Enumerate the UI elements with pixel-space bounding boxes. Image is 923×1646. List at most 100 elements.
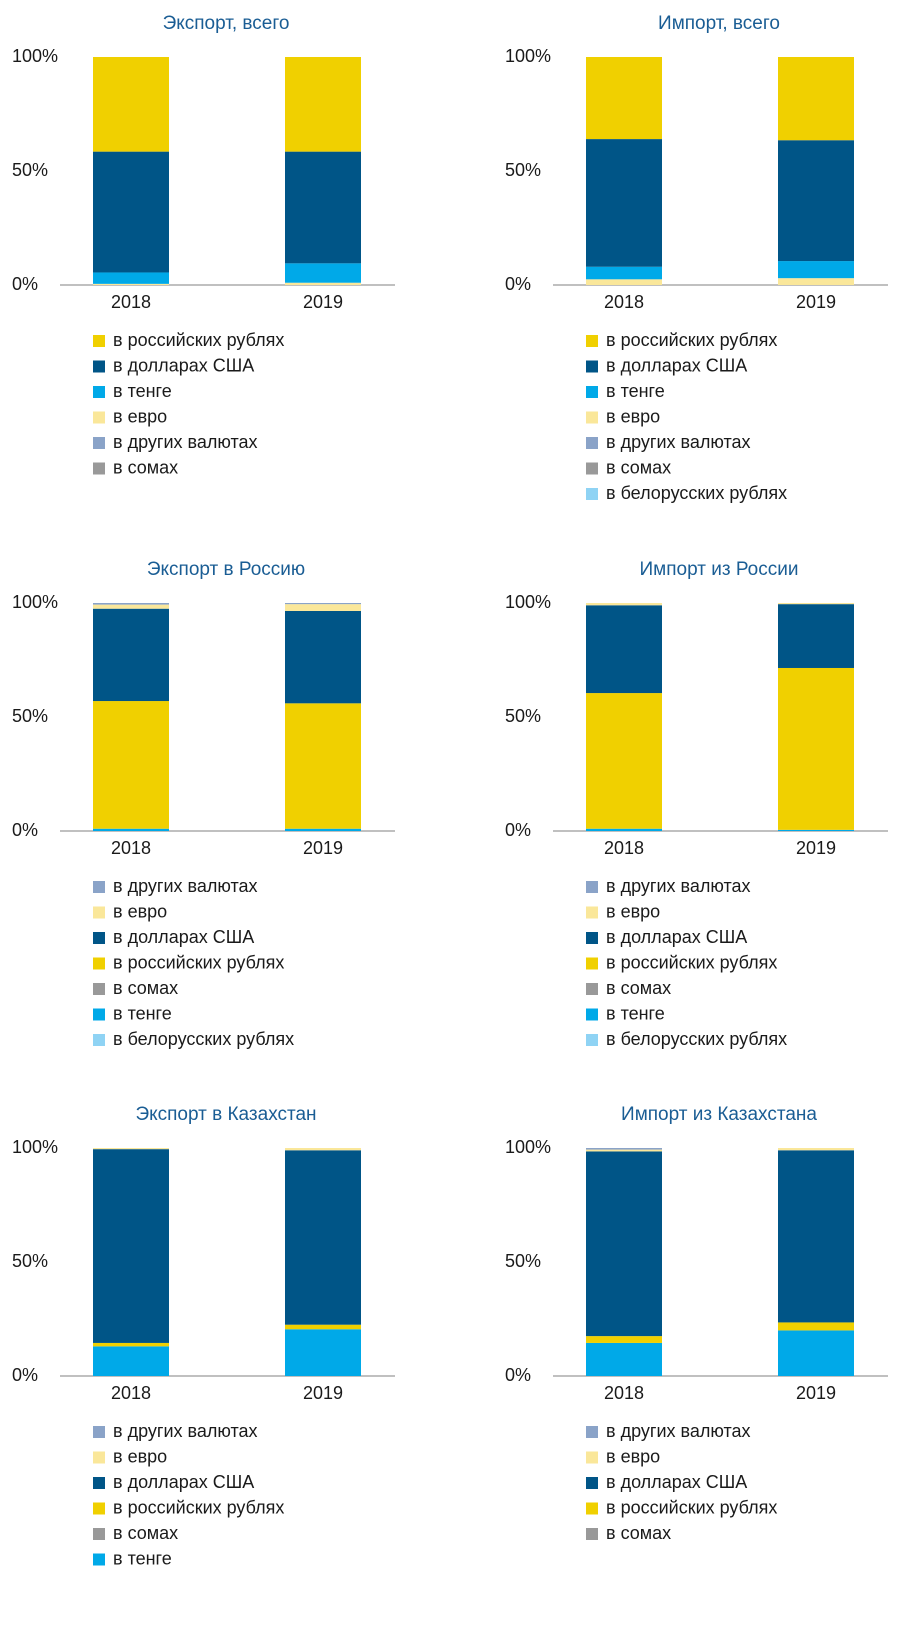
legend-label: в сомах [606, 1523, 671, 1543]
y-tick-label: 50% [12, 160, 48, 180]
legend-swatch [93, 1477, 105, 1489]
legend-swatch [586, 932, 598, 944]
legend-swatch [93, 386, 105, 398]
x-tick-label: 2018 [111, 292, 151, 312]
y-tick-label: 100% [505, 46, 551, 66]
legend-swatch [93, 462, 105, 475]
bar-segment [778, 1330, 854, 1376]
bar-segment [285, 1329, 361, 1376]
chart: Импорт из Казахстана 0% 50% 100% 2018 2019 в д… [505, 1104, 888, 1543]
bar-segment [778, 261, 854, 279]
legend-label: в сомах [113, 457, 178, 477]
x-tick-label: 2018 [604, 838, 644, 858]
bar-segment [93, 701, 169, 829]
legend-swatch [93, 906, 105, 919]
bar-segment [586, 1151, 662, 1337]
legend-label: в евро [113, 1446, 167, 1466]
y-tick-label: 100% [12, 1137, 58, 1157]
x-tick-label: 2019 [303, 292, 343, 312]
bar-segment [93, 828, 169, 831]
bar-segment [93, 608, 169, 702]
legend-label: в тенге [113, 381, 172, 401]
legend-label: в сомах [113, 1523, 178, 1543]
y-tick-label: 50% [505, 160, 541, 180]
legend-label: в сомах [113, 978, 178, 998]
legend-swatch [93, 1553, 105, 1566]
legend-swatch [93, 360, 105, 373]
legend-swatch [93, 335, 105, 347]
bar-segment [93, 283, 169, 285]
legend-swatch [93, 1528, 105, 1540]
bar-segment [778, 667, 854, 830]
legend-label: в тенге [113, 1548, 172, 1568]
legend-label: в российских рублях [606, 1497, 777, 1517]
bar-segment [93, 272, 169, 284]
legend-label: в тенге [113, 1003, 172, 1023]
bar-segment [778, 1150, 854, 1323]
legend-label: в других валютах [113, 1421, 258, 1441]
legend-swatch [93, 1008, 105, 1021]
legend-swatch [93, 1451, 105, 1464]
legend-swatch [93, 411, 105, 424]
bar-segment [93, 603, 169, 605]
bar-segment [778, 829, 854, 831]
y-tick-label: 50% [12, 1251, 48, 1271]
bar-segment [778, 603, 854, 605]
bar-segment [285, 603, 361, 605]
bar-segment [778, 604, 854, 668]
x-tick-label: 2019 [303, 1383, 343, 1403]
legend-swatch [586, 1477, 598, 1489]
bar-segment [778, 278, 854, 285]
bar-segment [778, 1148, 854, 1151]
legend-label: в долларах США [606, 927, 747, 947]
bar-segment [778, 57, 854, 141]
bar-segment [586, 139, 662, 267]
legend-swatch [93, 437, 105, 449]
legend-label: в евро [113, 406, 167, 426]
legend-swatch [586, 906, 598, 919]
legend-label: в долларах США [113, 1472, 254, 1492]
y-tick-label: 50% [505, 1251, 541, 1271]
legend-swatch [586, 983, 598, 995]
legend-swatch [93, 932, 105, 944]
bar-segment [285, 610, 361, 704]
bar-segment [93, 1346, 169, 1376]
legend-swatch [586, 1008, 598, 1021]
y-tick-label: 0% [505, 274, 531, 294]
bar-segment [285, 151, 361, 264]
bar-segment [586, 1148, 662, 1150]
legend-label: в сомах [606, 978, 671, 998]
legend-swatch [586, 1426, 598, 1438]
y-tick-label: 0% [505, 820, 531, 840]
chart-title: Экспорт в Россию [147, 559, 305, 580]
bar-segment [93, 151, 169, 273]
bar-segment [778, 140, 854, 262]
legend-label: в других валютах [113, 432, 258, 452]
x-tick-label: 2018 [604, 1383, 644, 1403]
legend-swatch [586, 1502, 598, 1515]
legend-label: в других валютах [606, 432, 751, 452]
legend-label: в долларах США [606, 355, 747, 375]
chart-title: Импорт, всего [658, 13, 780, 34]
chart: Экспорт в Россию 0% 50% 100% 2018 2019 в други… [12, 559, 395, 1049]
legend-label: в сомах [606, 457, 671, 477]
bar-segment [285, 282, 361, 285]
bar-segment [586, 266, 662, 280]
bar-segment [285, 1150, 361, 1325]
bar-segment [285, 1324, 361, 1330]
bar-segment [586, 57, 662, 140]
legend-swatch [586, 1528, 598, 1540]
legend-label: в тенге [606, 1003, 665, 1023]
legend-label: в российских рублях [606, 952, 777, 972]
y-tick-label: 50% [12, 706, 48, 726]
bar-segment [285, 1148, 361, 1151]
legend-swatch [586, 462, 598, 475]
legend-label: в евро [113, 901, 167, 921]
legend-swatch [586, 881, 598, 893]
legend-label: в российских рублях [113, 330, 284, 350]
y-tick-label: 100% [505, 1137, 551, 1157]
bar-segment [586, 1149, 662, 1152]
legend-label: в других валютах [606, 1421, 751, 1441]
legend-label: в других валютах [113, 876, 258, 896]
